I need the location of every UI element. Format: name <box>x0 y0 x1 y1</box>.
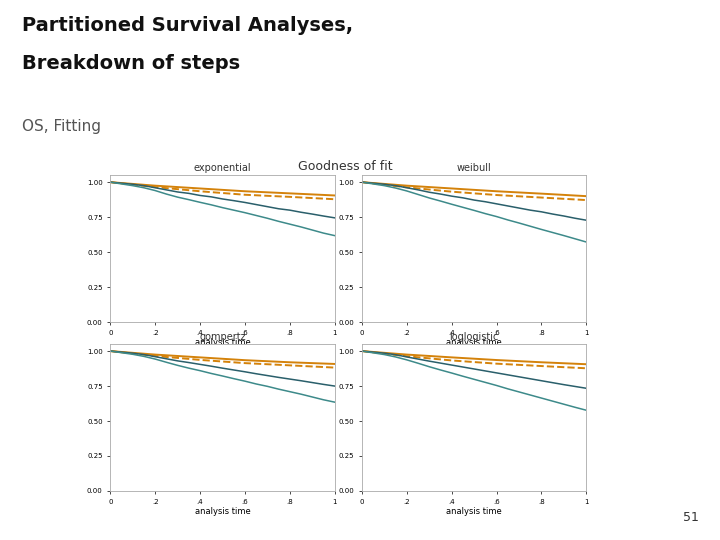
Title: weibull: weibull <box>456 163 492 173</box>
Title: gompertz: gompertz <box>199 332 246 342</box>
Text: Breakdown of steps: Breakdown of steps <box>22 54 240 73</box>
Title: exponential: exponential <box>194 163 251 173</box>
Text: Goodness of fit: Goodness of fit <box>298 160 393 173</box>
Text: OS, Fitting: OS, Fitting <box>22 119 101 134</box>
X-axis label: analysis time: analysis time <box>446 339 502 347</box>
X-axis label: analysis time: analysis time <box>194 508 251 516</box>
Text: 51: 51 <box>683 511 698 524</box>
X-axis label: analysis time: analysis time <box>194 339 251 347</box>
Title: loglogistic: loglogistic <box>449 332 499 342</box>
X-axis label: analysis time: analysis time <box>446 508 502 516</box>
Text: Partitioned Survival Analyses,: Partitioned Survival Analyses, <box>22 16 353 35</box>
